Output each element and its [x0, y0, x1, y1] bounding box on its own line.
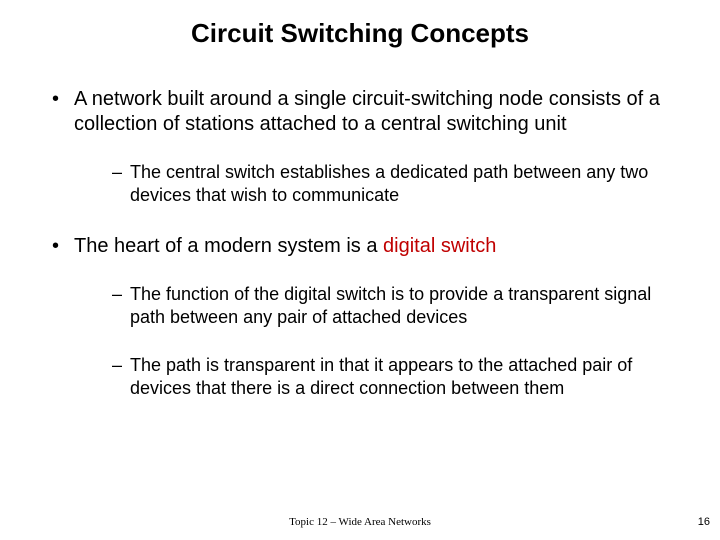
bullet-1-sub-1: The central switch establishes a dedicat… [112, 161, 690, 206]
bullet-2-text-prefix: The heart of a modern system is a [74, 235, 383, 257]
bullet-2-sub-1-text: The function of the digital switch is to… [130, 284, 651, 327]
bullet-list: A network built around a single circuit-… [30, 87, 690, 399]
bullet-1-sub-1-text: The central switch establishes a dedicat… [130, 162, 648, 205]
bullet-2-sublist: The function of the digital switch is to… [74, 283, 690, 399]
bullet-2-highlight: digital switch [383, 235, 496, 257]
bullet-1: A network built around a single circuit-… [52, 87, 690, 206]
slide-title: Circuit Switching Concepts [30, 18, 690, 49]
bullet-1-text: A network built around a single circuit-… [74, 88, 660, 135]
bullet-1-sublist: The central switch establishes a dedicat… [74, 161, 690, 206]
page-number: 16 [698, 516, 710, 528]
bullet-2-sub-2-text: The path is transparent in that it appea… [130, 355, 632, 398]
bullet-2-sub-1: The function of the digital switch is to… [112, 283, 690, 328]
slide: Circuit Switching Concepts A network bui… [0, 0, 720, 540]
bullet-2: The heart of a modern system is a digita… [52, 234, 690, 399]
footer-topic: Topic 12 – Wide Area Networks [0, 516, 720, 528]
bullet-2-sub-2: The path is transparent in that it appea… [112, 354, 690, 399]
